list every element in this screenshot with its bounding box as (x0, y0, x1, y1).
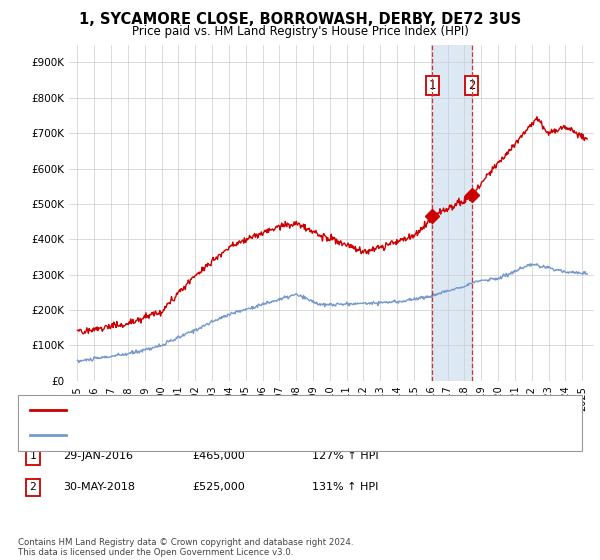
Text: 1, SYCAMORE CLOSE, BORROWASH, DERBY, DE72 3US: 1, SYCAMORE CLOSE, BORROWASH, DERBY, DE7… (79, 12, 521, 27)
Text: £525,000: £525,000 (192, 482, 245, 492)
Text: Contains HM Land Registry data © Crown copyright and database right 2024.
This d: Contains HM Land Registry data © Crown c… (18, 538, 353, 557)
Text: 1, SYCAMORE CLOSE, BORROWASH, DERBY, DE72 3US (detached house): 1, SYCAMORE CLOSE, BORROWASH, DERBY, DE7… (75, 405, 453, 416)
Text: 1: 1 (29, 451, 37, 461)
Text: 1: 1 (428, 78, 436, 92)
Bar (432, 45, 472, 381)
Text: 2: 2 (29, 482, 37, 492)
Text: 2: 2 (468, 78, 475, 92)
Text: Price paid vs. HM Land Registry's House Price Index (HPI): Price paid vs. HM Land Registry's House … (131, 25, 469, 38)
Text: £465,000: £465,000 (192, 451, 245, 461)
Text: 131% ↑ HPI: 131% ↑ HPI (312, 482, 379, 492)
Text: 30-MAY-2018: 30-MAY-2018 (63, 482, 135, 492)
Text: 29-JAN-2016: 29-JAN-2016 (63, 451, 133, 461)
Text: 127% ↑ HPI: 127% ↑ HPI (312, 451, 379, 461)
Text: HPI: Average price, detached house, Erewash: HPI: Average price, detached house, Erew… (75, 430, 312, 440)
